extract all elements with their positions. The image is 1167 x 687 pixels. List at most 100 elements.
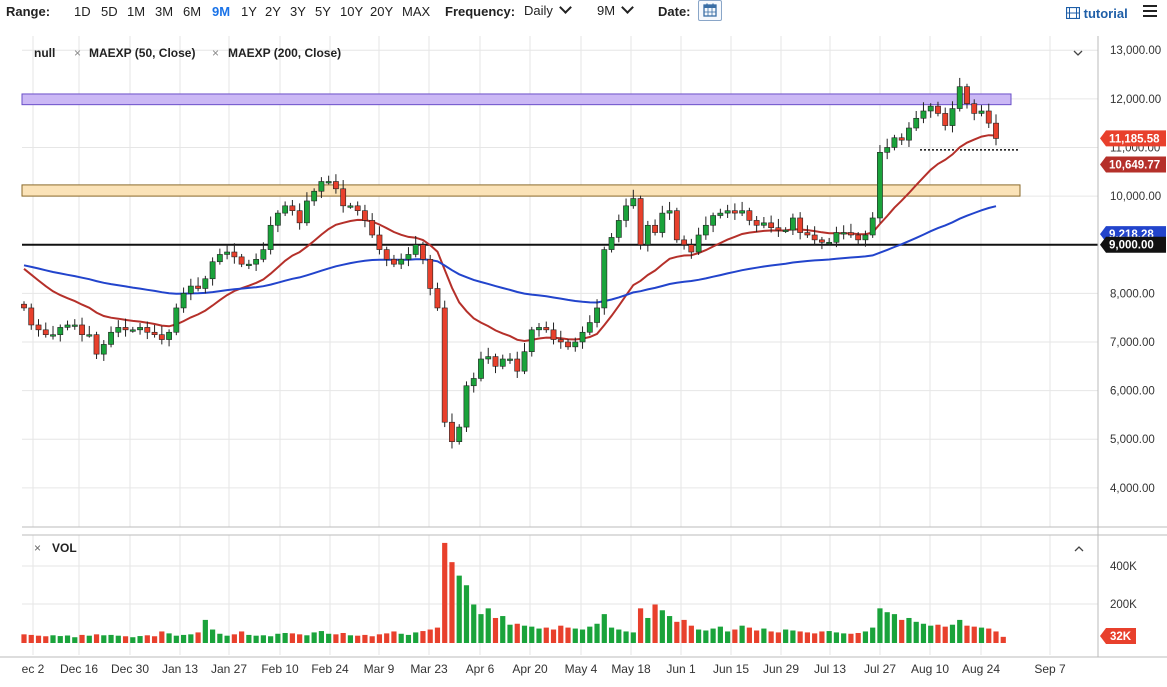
volume-bar	[35, 635, 42, 643]
volume-bar	[449, 562, 455, 643]
frequency-dropdown[interactable]: Daily	[524, 1, 572, 18]
range-button-max[interactable]: MAX	[402, 4, 431, 19]
candle-body	[245, 263, 252, 266]
volume-bar	[492, 617, 499, 643]
candle-body	[695, 234, 702, 253]
range-button-9m[interactable]: 9M	[212, 4, 231, 19]
range-button-2y[interactable]: 2Y	[265, 4, 281, 19]
hamburger-menu-icon[interactable]	[1143, 5, 1157, 17]
candle-body	[753, 220, 760, 226]
candle-body	[470, 378, 477, 387]
candle-body	[151, 331, 158, 335]
period-dropdown[interactable]: 9M	[597, 1, 634, 18]
volume-bar	[775, 632, 781, 643]
range-button-1y[interactable]: 1Y	[241, 4, 257, 19]
range-button-20y[interactable]: 20Y	[370, 4, 394, 19]
volume-bar	[928, 625, 934, 643]
last-price-tag-bg	[1100, 130, 1166, 147]
volume-bar	[710, 628, 716, 643]
volume-bar	[180, 634, 187, 643]
candle-body	[572, 341, 579, 348]
volume-bar	[579, 629, 586, 643]
volume-bar	[217, 633, 223, 643]
candle-body	[927, 105, 934, 112]
expand-chevron-icon[interactable]	[1074, 546, 1084, 552]
range-button-5y[interactable]: 5Y	[315, 4, 331, 19]
candle-body	[804, 232, 811, 236]
volume-bar	[645, 617, 651, 643]
candle-body	[935, 105, 941, 114]
volume-bar	[666, 616, 673, 643]
candle-body	[652, 224, 658, 233]
remove-study-icon[interactable]: ×	[74, 46, 81, 60]
volume-bar	[572, 628, 578, 643]
volume-bar	[122, 636, 129, 643]
candle-body	[456, 426, 463, 442]
volume-bar	[964, 625, 970, 643]
ma50-price-tag-bg	[1100, 156, 1166, 173]
volume-bar	[935, 624, 941, 643]
candle-body	[137, 327, 143, 331]
volume-bar	[536, 628, 542, 643]
volume-bar	[514, 623, 520, 643]
volume-bar	[637, 608, 644, 643]
legend-volume: VOL	[52, 541, 77, 555]
range-button-1m[interactable]: 1M	[127, 4, 146, 19]
volume-bar	[521, 625, 528, 643]
volume-last-tag-bg	[1100, 628, 1136, 644]
range-button-1d[interactable]: 1D	[74, 4, 91, 19]
volume-bar	[224, 635, 230, 643]
candle-body	[717, 212, 724, 216]
volume-bar	[558, 625, 564, 643]
volume-bar	[231, 634, 237, 643]
volume-bar	[732, 629, 738, 643]
x-tick-label: Jun 29	[763, 662, 799, 676]
volume-bar	[652, 604, 658, 643]
volume-bar	[565, 627, 571, 643]
candle-body	[891, 137, 898, 148]
volume-bar	[601, 614, 607, 643]
candlesticks	[21, 77, 999, 449]
range-button-5d[interactable]: 5D	[101, 4, 118, 19]
x-tick-label: Feb 24	[311, 662, 349, 676]
remove-study-icon[interactable]: ×	[212, 46, 219, 60]
candle-body	[906, 127, 912, 141]
volume-bar	[340, 632, 346, 643]
volume-bar	[420, 631, 426, 643]
candle-body	[86, 334, 93, 337]
volume-bar	[413, 632, 419, 643]
volume-bar	[43, 636, 49, 643]
volume-bar	[456, 575, 462, 643]
candle-body	[499, 358, 506, 367]
candle-body	[659, 212, 666, 233]
volume-bar	[746, 627, 752, 643]
candle-body	[187, 285, 194, 294]
calendar-button[interactable]	[698, 0, 722, 21]
tutorial-link[interactable]: tutorial	[1065, 6, 1128, 21]
candle-body	[209, 261, 216, 280]
volume-bar	[28, 634, 34, 643]
volume-bar	[768, 631, 774, 643]
remove-volume-icon[interactable]: ×	[34, 541, 41, 555]
x-tick-label: Mar 9	[364, 662, 395, 676]
x-tick-label: Jan 13	[162, 662, 198, 676]
candle-body	[180, 293, 187, 309]
collapse-chevron-icon[interactable]	[1073, 50, 1083, 56]
range-button-6m[interactable]: 6M	[183, 4, 202, 19]
candle-body	[644, 224, 651, 246]
legend-study-ma50: MAEXP (50, Close)	[89, 46, 195, 60]
candle-body	[216, 254, 223, 263]
volume-bar	[841, 633, 847, 643]
candle-body	[158, 334, 165, 340]
volume-bar	[355, 635, 361, 643]
volume-bar	[369, 636, 375, 643]
range-button-3y[interactable]: 3Y	[290, 4, 306, 19]
volume-last-tag: 32K	[1110, 631, 1132, 643]
candle-body	[340, 188, 347, 207]
date-label: Date:	[658, 4, 691, 19]
candle-body	[202, 278, 209, 289]
range-button-3m[interactable]: 3M	[155, 4, 174, 19]
range-button-10y[interactable]: 10Y	[340, 4, 364, 19]
